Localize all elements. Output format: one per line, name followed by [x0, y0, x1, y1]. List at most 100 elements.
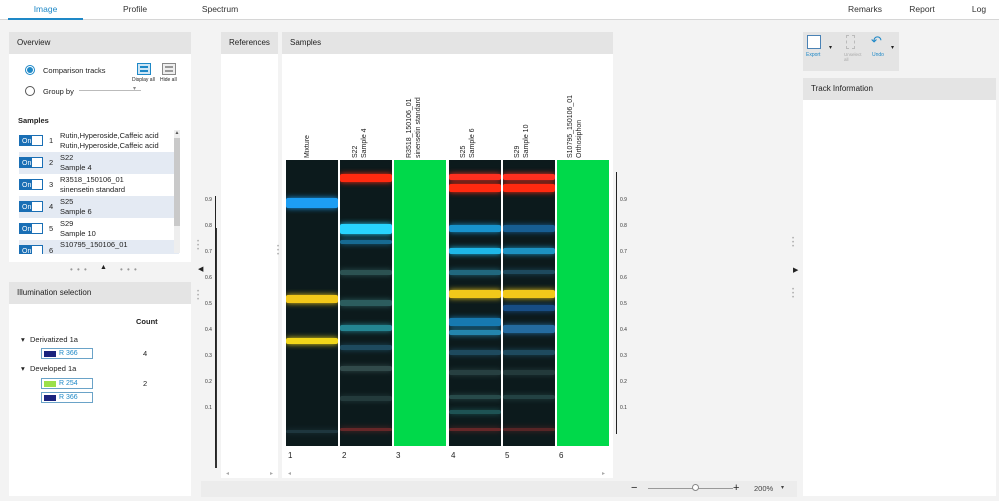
- scroll-right-icon[interactable]: ▸: [270, 471, 274, 477]
- triangle-down-icon[interactable]: ▾: [21, 335, 25, 344]
- group-by-select[interactable]: [79, 90, 141, 91]
- chromatogram-band: [449, 395, 501, 399]
- sample-row[interactable]: On 3 R3518_150106_01 sinensetin standard: [19, 174, 179, 196]
- toggle-on-switch[interactable]: On: [19, 135, 43, 146]
- rf-tick-label: 0.5: [205, 301, 212, 307]
- zoom-in-button[interactable]: +: [733, 482, 740, 494]
- hide-all-icon[interactable]: [162, 63, 176, 75]
- export-label[interactable]: Export: [806, 52, 821, 58]
- samples-list: On 1 Rutin,Hyperoside,Caffeic acid Rutin,Hy…: [9, 130, 181, 254]
- tab-report[interactable]: Report: [909, 4, 935, 14]
- illumination-chip[interactable]: R 254: [41, 378, 93, 389]
- tab-profile[interactable]: Profile: [122, 4, 148, 14]
- rf-tick-label: 0.4: [620, 327, 627, 333]
- unselect-all-label[interactable]: Unselect all: [844, 52, 862, 62]
- unselect-all-icon[interactable]: [846, 35, 855, 49]
- track-lane[interactable]: [557, 160, 609, 446]
- chromatogram-band: [503, 305, 555, 311]
- zoom-slider[interactable]: [648, 488, 733, 489]
- sample-row[interactable]: On 4 S25 Sample 6: [19, 196, 179, 218]
- chromatogram-band: [449, 270, 501, 275]
- collapse-up-icon[interactable]: ▲: [100, 264, 107, 271]
- illumination-chip[interactable]: R 366: [41, 348, 93, 359]
- rf-tick-label: 0.9: [205, 197, 212, 203]
- display-all-icon[interactable]: [137, 63, 151, 75]
- undo-icon[interactable]: ↶: [871, 33, 882, 48]
- chromatogram-band: [340, 240, 392, 244]
- rf-tick-label: 0.6: [205, 275, 212, 281]
- display-all-label[interactable]: Display all: [132, 77, 155, 83]
- splitter-handle[interactable]: • • •: [792, 287, 795, 301]
- sample-row[interactable]: On 6 S10795_150106_01: [19, 240, 179, 254]
- comparison-tracks-radio[interactable]: [25, 65, 35, 75]
- chevron-down-icon[interactable]: ▾: [133, 86, 137, 92]
- chromatogram-band: [286, 198, 338, 208]
- toggle-on-switch[interactable]: On: [19, 157, 43, 168]
- rf-tick-label: 0.7: [205, 249, 212, 255]
- illumination-panel: Illumination selection Count ▾ Derivatiz…: [9, 282, 191, 496]
- zoom-out-button[interactable]: −: [631, 482, 638, 494]
- lane-number: 1: [288, 451, 293, 460]
- splitter-handle[interactable]: • • •: [277, 244, 280, 258]
- group-developed[interactable]: Developed 1a: [30, 364, 77, 373]
- splitter-handle[interactable]: • • •: [70, 265, 88, 274]
- scroll-left-icon[interactable]: ◂: [288, 471, 292, 477]
- chevron-down-icon[interactable]: ▾: [829, 45, 833, 51]
- sample-row[interactable]: On 1 Rutin,Hyperoside,Caffeic acid Rutin,Hy…: [19, 130, 179, 152]
- track-lane[interactable]: [394, 160, 446, 446]
- tab-log[interactable]: Log: [971, 4, 987, 14]
- splitter-handle[interactable]: • • •: [197, 289, 200, 303]
- sample-name: S29 Sample 10: [60, 219, 96, 238]
- triangle-down-icon[interactable]: ▾: [21, 364, 25, 373]
- tab-remarks[interactable]: Remarks: [847, 4, 882, 14]
- rf-tick-label: 0.4: [205, 327, 212, 333]
- references-panel: References: [215, 32, 278, 478]
- splitter-handle[interactable]: • • •: [197, 239, 200, 253]
- illumination-chip[interactable]: R 366: [41, 392, 93, 403]
- chevron-down-icon[interactable]: ▾: [781, 485, 785, 491]
- chevron-down-icon[interactable]: ▾: [891, 45, 895, 51]
- export-icon[interactable]: [807, 35, 821, 49]
- chromatogram-band: [503, 248, 555, 254]
- chromatogram-band: [449, 350, 501, 355]
- samples-scrollbar[interactable]: ▲: [174, 130, 180, 253]
- hide-all-label[interactable]: Hide all: [160, 77, 177, 83]
- zoom-slider-handle[interactable]: [692, 484, 699, 491]
- toggle-on-switch[interactable]: On: [19, 223, 43, 234]
- scroll-left-icon[interactable]: ◂: [226, 471, 230, 477]
- toggle-on-switch[interactable]: On: [19, 201, 43, 212]
- sample-row[interactable]: On 2 S22 Sample 4: [19, 152, 179, 174]
- group-by-radio[interactable]: [25, 86, 35, 96]
- illumination-header: Illumination selection: [9, 282, 191, 304]
- chromatogram-band: [503, 350, 555, 355]
- track-lane[interactable]: [286, 160, 338, 446]
- chromatogram-band: [449, 370, 501, 375]
- tab-image[interactable]: Image: [8, 0, 83, 20]
- splitter-handle[interactable]: • • •: [792, 236, 795, 250]
- group-derivatized[interactable]: Derivatized 1a: [30, 335, 78, 344]
- group-by-label: Group by: [43, 87, 74, 96]
- zoom-level[interactable]: 200%: [754, 484, 774, 493]
- undo-label[interactable]: Undo: [872, 52, 884, 58]
- sample-name: S25 Sample 6: [60, 197, 92, 216]
- rf-tick-label: 0.3: [205, 353, 212, 359]
- sample-row[interactable]: On 5 S29 Sample 10: [19, 218, 179, 240]
- collapse-left-icon[interactable]: ◀: [198, 266, 204, 273]
- lane-label: Mixture: [304, 135, 311, 158]
- lane-label: R3518_150106_01 sinensetin standard: [406, 97, 422, 158]
- track-lane[interactable]: [340, 160, 392, 446]
- chromatogram-band: [340, 428, 392, 431]
- chip-label: R 254: [59, 380, 78, 387]
- collapse-right-icon[interactable]: ▶: [793, 267, 799, 274]
- scroll-right-icon[interactable]: ▸: [602, 471, 606, 477]
- lane-number: 4: [451, 451, 456, 460]
- color-swatch: [44, 395, 56, 401]
- splitter-handle[interactable]: • • •: [120, 265, 138, 274]
- toggle-on-switch[interactable]: On: [19, 179, 43, 190]
- rf-tick-label: 0.2: [620, 379, 627, 385]
- tab-spectrum[interactable]: Spectrum: [201, 4, 239, 14]
- toggle-on-switch[interactable]: On: [19, 245, 43, 254]
- chromatogram-band: [503, 370, 555, 375]
- track-lane[interactable]: [503, 160, 555, 446]
- track-lane[interactable]: [449, 160, 501, 446]
